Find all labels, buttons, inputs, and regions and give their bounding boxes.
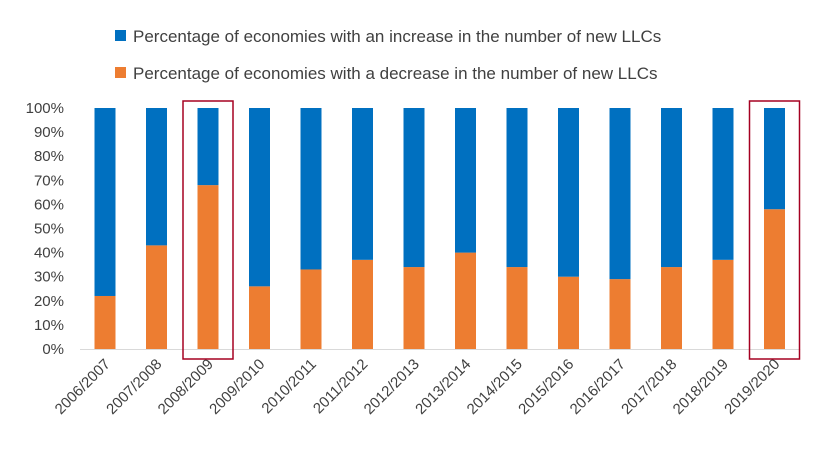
bar-segment-increase [712, 108, 734, 260]
bar-segment-decrease [506, 267, 528, 349]
y-tick-label: 90% [34, 124, 64, 141]
y-tick-label: 100% [26, 100, 64, 117]
y-tick-label: 70% [34, 172, 64, 189]
x-axis: 2006/20072007/20082008/20092009/20102010… [52, 349, 801, 418]
bar-segment-decrease [197, 185, 219, 349]
legend-swatch-increase [115, 30, 126, 41]
bar-segment-decrease [249, 286, 270, 349]
x-tick-label: 2019/2020 [721, 356, 783, 418]
legend-label-increase: Percentage of economies with an increase… [133, 27, 661, 46]
x-tick-label: 2009/2010 [206, 356, 268, 418]
bar-segment-decrease [455, 252, 476, 349]
bar-segment-increase [146, 108, 167, 246]
bar-segment-decrease [94, 295, 116, 349]
bar-segment-decrease [661, 267, 682, 349]
bar-segment-increase [455, 108, 476, 253]
y-tick-label: 0% [42, 341, 64, 358]
highlight-boxes [182, 100, 801, 360]
bar-segment-increase [403, 108, 425, 268]
bar-segment-decrease [609, 279, 631, 349]
bar-segment-increase [661, 108, 682, 268]
bar-segment-increase [94, 108, 116, 296]
y-tick-label: 10% [34, 317, 64, 334]
highlight-box [182, 100, 234, 360]
bar-segment-increase [506, 108, 528, 268]
bar-segment-increase [609, 108, 631, 280]
bars [94, 108, 785, 349]
bar-segment-increase [764, 108, 785, 210]
legend-swatch-decrease [115, 67, 126, 78]
legend-label-decrease: Percentage of economies with a decrease … [133, 64, 657, 83]
y-axis: 0% 10% 20% 30% 40% 50% 60% 70% 80% 90% 100% [26, 100, 64, 358]
bar-segment-decrease [300, 269, 322, 349]
highlight-box [748, 100, 801, 360]
y-tick-label: 80% [34, 148, 64, 165]
x-tick-label: 2010/2011 [258, 356, 319, 417]
y-tick-label: 60% [34, 196, 64, 213]
bar-segment-increase [197, 108, 219, 186]
bar-segment-increase [249, 108, 270, 287]
bar-segment-decrease [764, 209, 785, 349]
bar-segment-decrease [146, 245, 167, 349]
bar-segment-decrease [712, 259, 734, 349]
y-tick-label: 50% [34, 221, 64, 238]
y-tick-label: 40% [34, 245, 64, 262]
bar-segment-decrease [352, 259, 373, 349]
y-tick-label: 30% [34, 269, 64, 286]
legend: Percentage of economies with an increase… [115, 27, 661, 83]
bar-segment-decrease [403, 267, 425, 349]
bar-segment-decrease [558, 276, 579, 349]
bar-segment-increase [558, 108, 579, 277]
bar-segment-increase [352, 108, 373, 260]
bar-segment-increase [300, 108, 322, 270]
y-tick-label: 20% [34, 293, 64, 310]
